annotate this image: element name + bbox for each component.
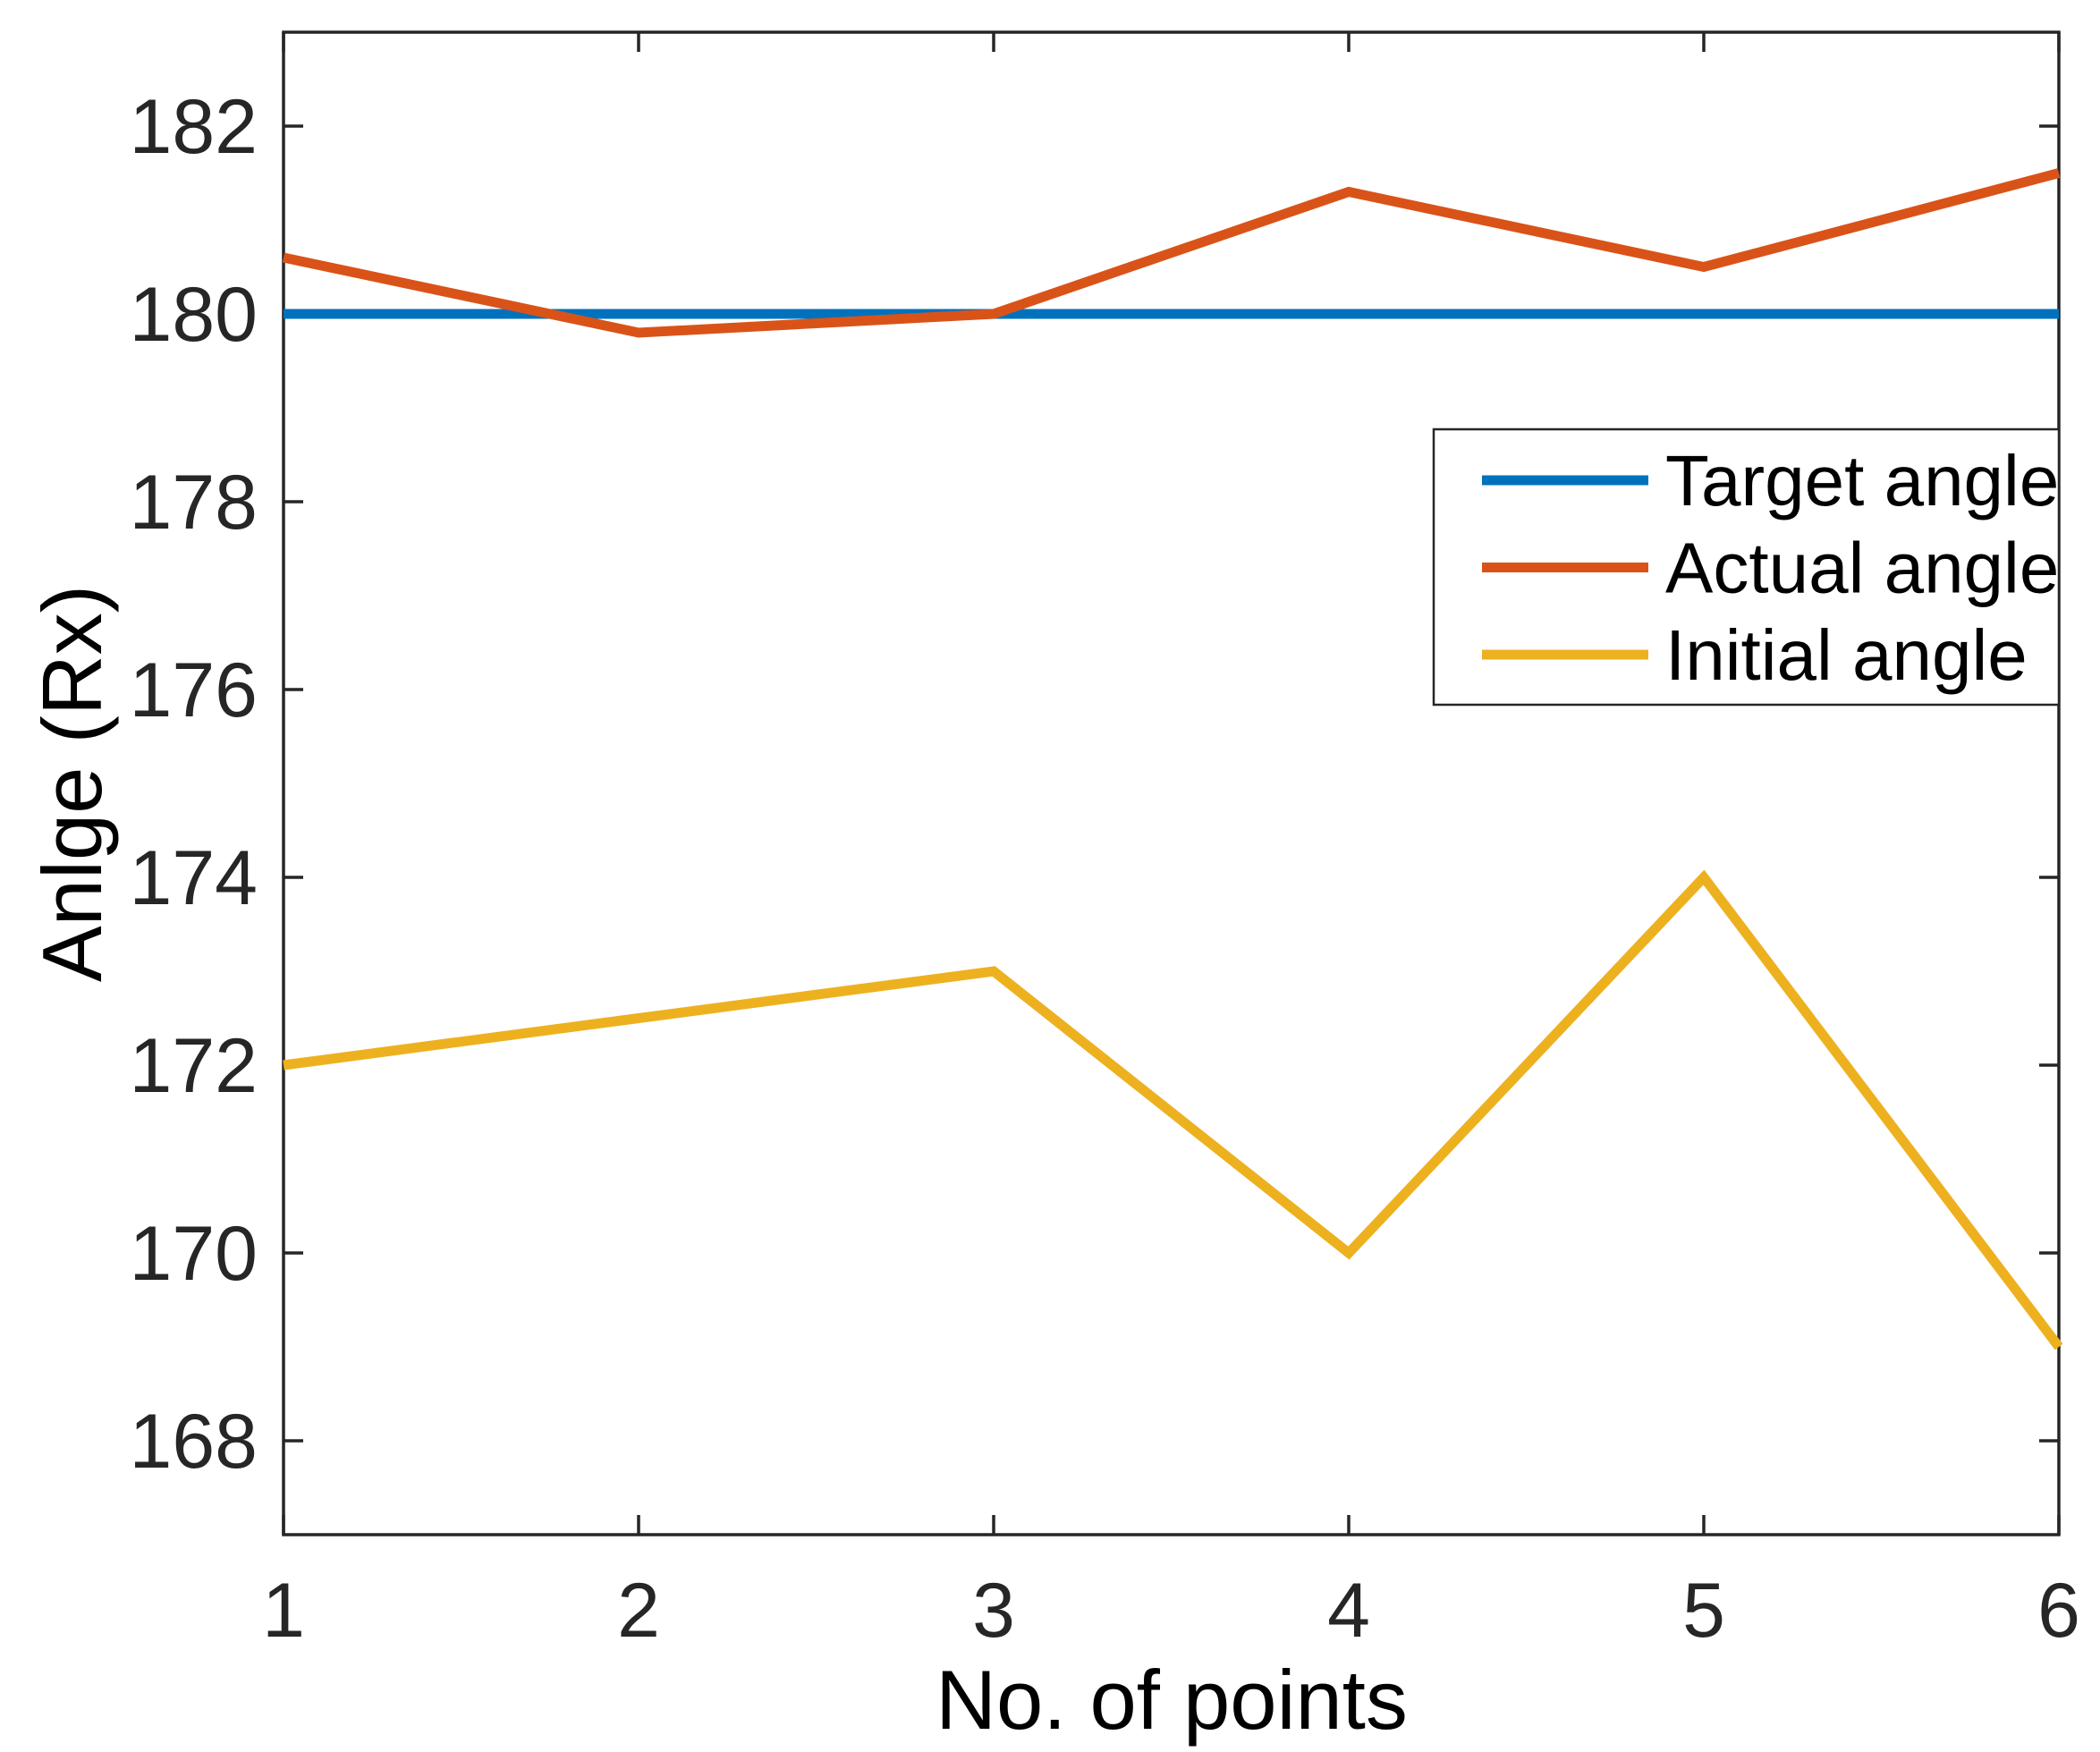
x-tick-label: 1 [262, 1568, 305, 1654]
data-series-lines [282, 168, 2063, 1350]
y-tick-label: 174 [130, 835, 258, 921]
x-tick-label: 3 [972, 1568, 1015, 1654]
plot-border [282, 30, 2061, 1536]
x-tick-label: 6 [2037, 1568, 2080, 1654]
x-tick-labels: 1 2 3 4 5 6 [262, 1568, 2080, 1654]
y-tick-label: 172 [130, 1023, 258, 1109]
y-tick-label: 180 [130, 272, 258, 358]
x-tick-label: 4 [1327, 1568, 1370, 1654]
y-tick-labels: 168 170 172 174 176 178 180 182 [130, 84, 258, 1485]
x-tick-label: 5 [1682, 1568, 1725, 1654]
y-axis-label: Anlge (Rx) [25, 585, 119, 982]
y-tick-label: 170 [130, 1211, 258, 1297]
series-line-initial-angle [283, 869, 2063, 1350]
y-tick-label: 176 [130, 647, 258, 733]
y-tick-label: 178 [130, 460, 258, 546]
y-tick-label: 182 [130, 84, 258, 170]
x-axis-label: No. of points [936, 1653, 1408, 1747]
x-tick-label: 2 [617, 1568, 660, 1654]
legend-entry-label: Actual angle [1665, 529, 2059, 608]
legend-entry-label: Target angle [1665, 441, 2059, 521]
y-tick-label: 168 [130, 1399, 258, 1485]
series-line-actual-angle [282, 168, 2061, 338]
legend-entry-label: Initial angle [1665, 615, 2028, 695]
